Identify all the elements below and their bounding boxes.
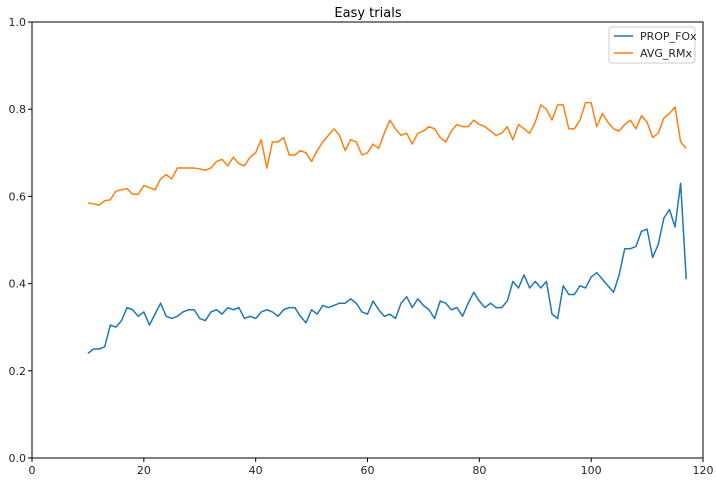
x-tick-label: 40 [249,464,263,477]
y-tick-label: 0.8 [9,103,27,116]
legend: PROP_FOx AVG_RMx [608,26,697,64]
axis-ticks: 0 20 40 60 80 100 120 0.0 0.2 0.4 0.6 0.8 1.0 [9,16,714,477]
x-tick-label: 60 [361,464,375,477]
x-tick-label: 80 [472,464,486,477]
legend-label-prop-fox: PROP_FOx [640,30,697,43]
series-line-prop-fox [87,182,687,354]
x-tick-label: 0 [29,464,36,477]
y-tick-label: 0.0 [9,452,27,465]
y-tick-label: 0.6 [9,190,27,203]
legend-label-avg-rmx: AVG_RMx [640,47,693,60]
x-tick-label: 20 [137,464,151,477]
x-tick-label: 100 [581,464,602,477]
y-tick-label: 0.2 [9,365,27,378]
x-tick-label: 120 [693,464,714,477]
chart-title: Easy trials [334,6,401,21]
series-layer [87,101,687,354]
plot-frame [31,21,704,459]
y-tick-label: 0.4 [9,278,27,291]
series-line-avg-rmx [87,101,687,206]
y-tick-label: 1.0 [9,16,27,29]
